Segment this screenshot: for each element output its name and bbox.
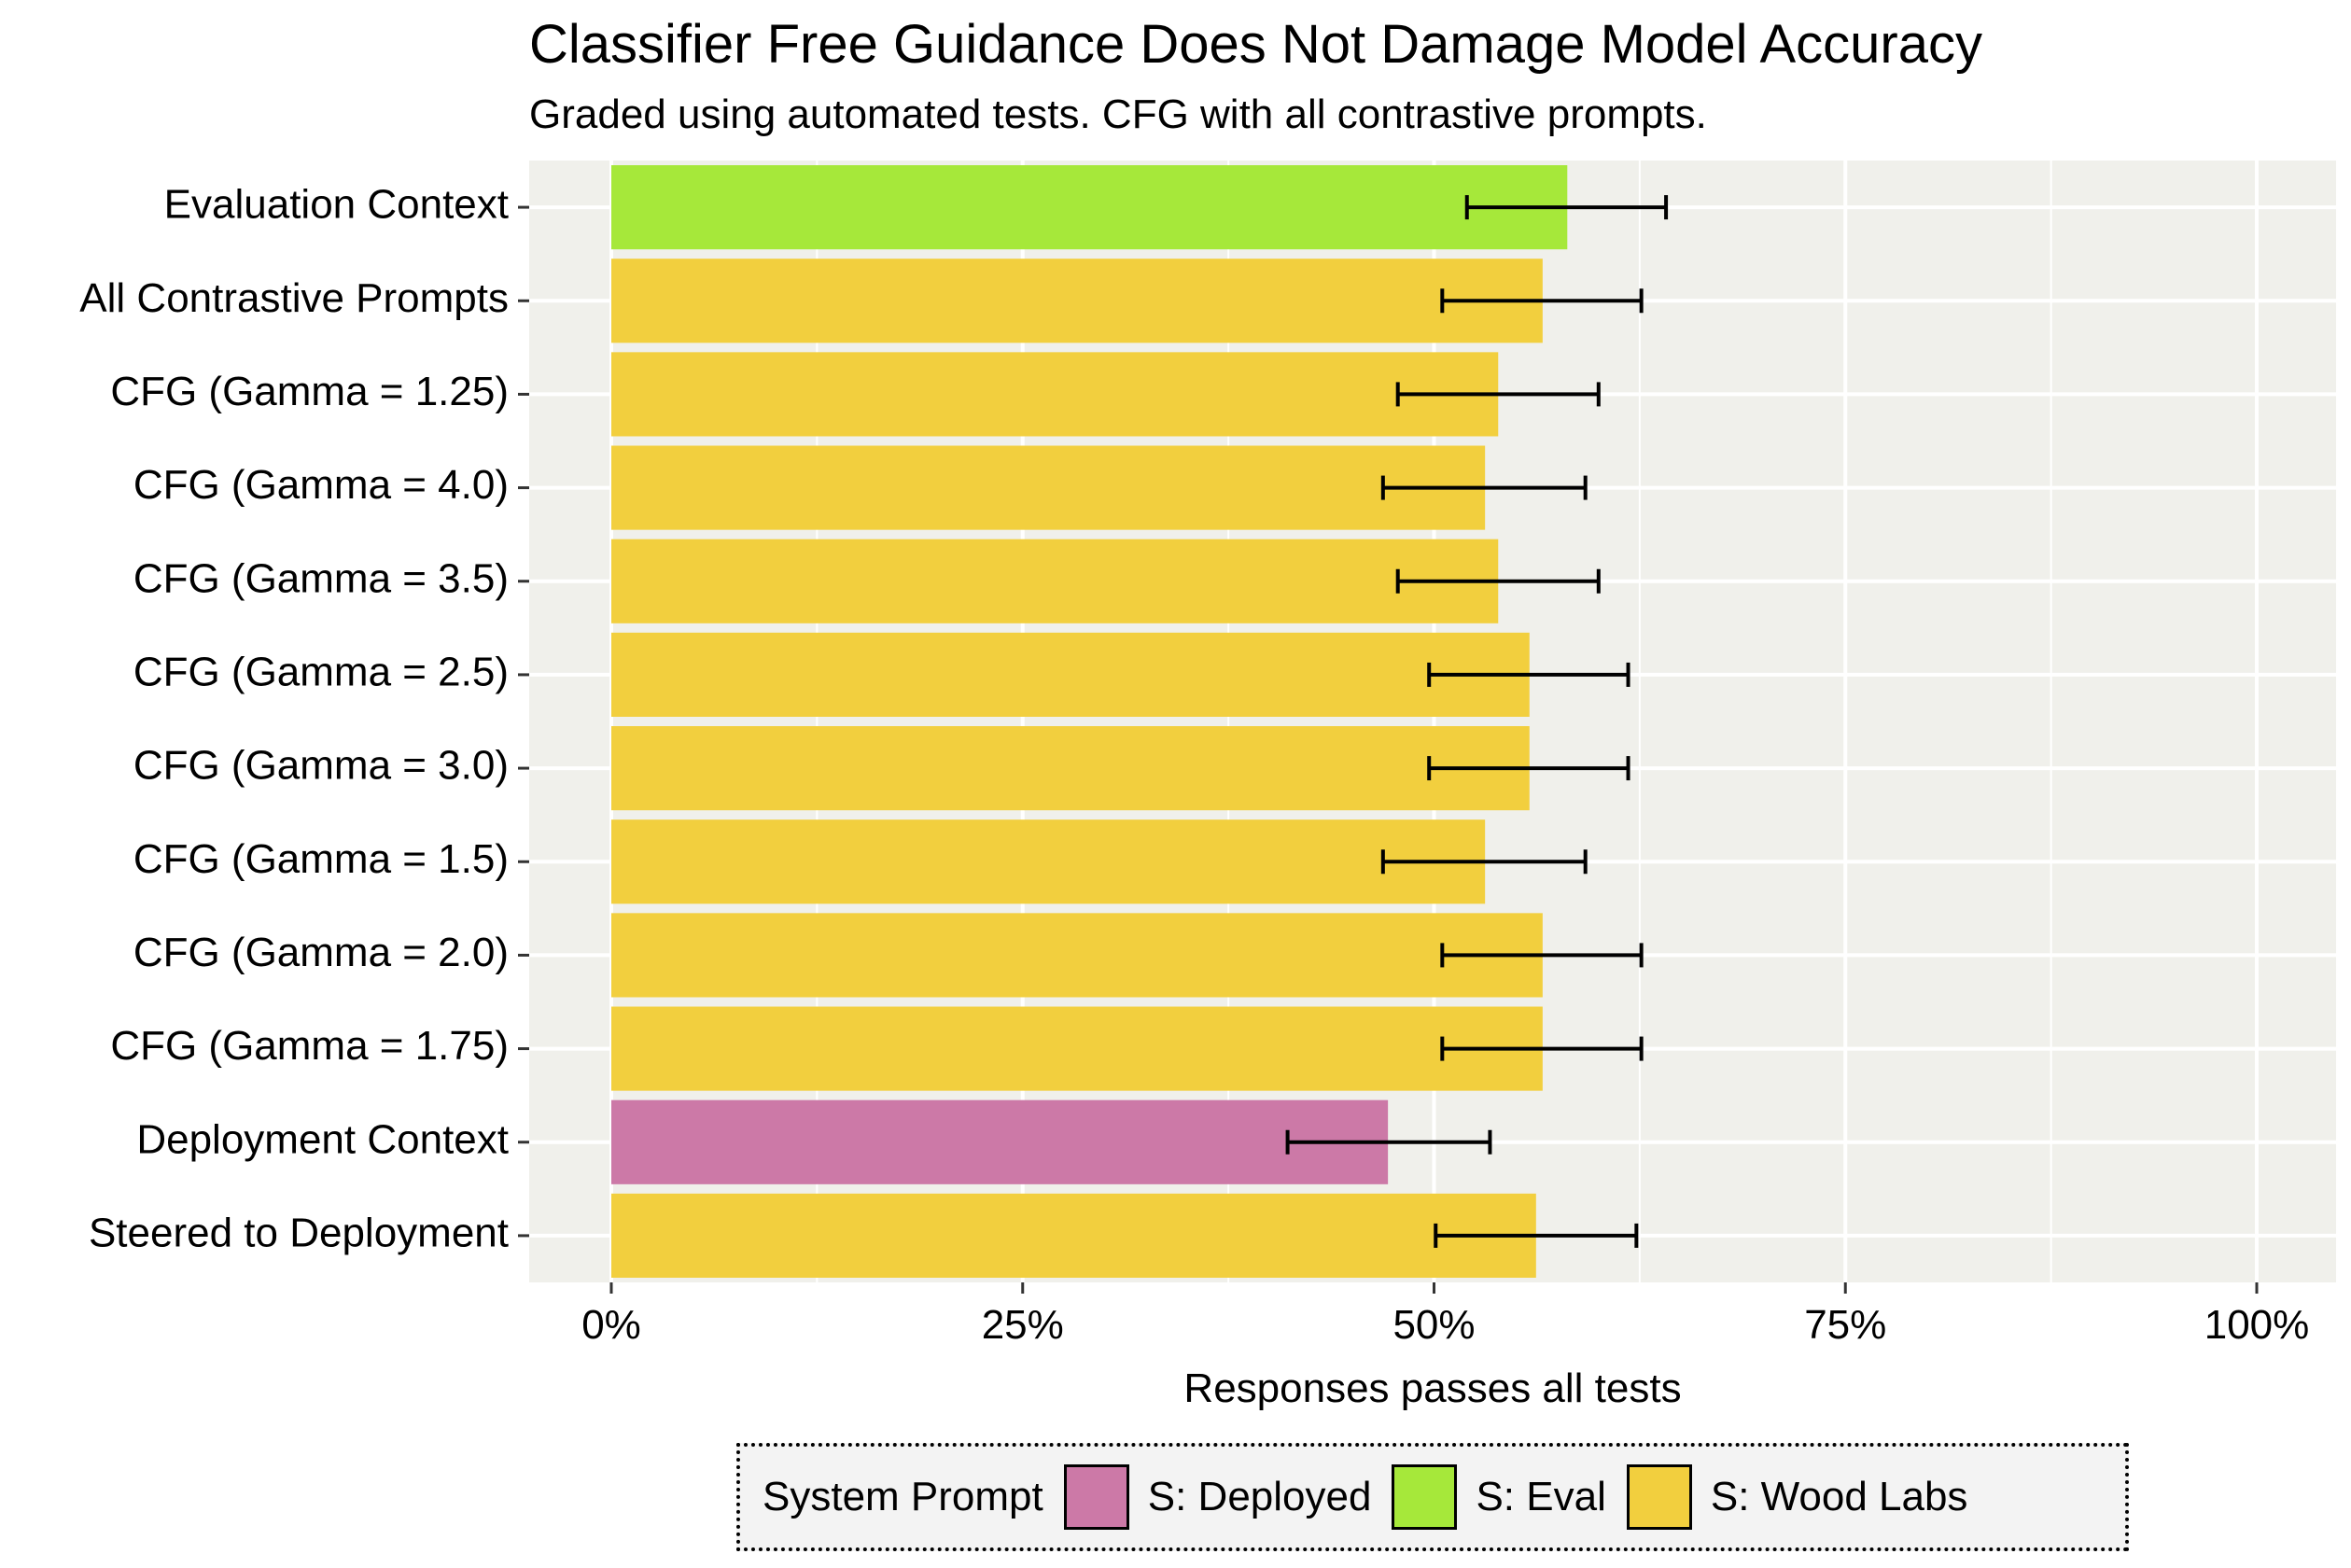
legend-swatch-deployed	[1063, 1464, 1129, 1530]
x-tick-label: 75%	[1804, 1302, 1886, 1348]
x-tick-label: 25%	[982, 1302, 1064, 1348]
bar-cfg-gamma-1-75	[611, 1006, 1543, 1091]
bar-cfg-gamma-1-5	[611, 819, 1486, 904]
y-tick-label-cfg-gamma-2-5: CFG (Gamma = 2.5)	[133, 650, 509, 695]
legend-item-deployed: S: Deployed	[1063, 1464, 1372, 1530]
y-tick-label-cfg-gamma-2-0: CFG (Gamma = 2.0)	[133, 930, 509, 975]
x-tick-label: 50%	[1392, 1302, 1475, 1348]
x-tick-label: 0%	[581, 1302, 641, 1348]
legend-item-eval: S: Eval	[1392, 1464, 1606, 1530]
bar-deployment-context	[611, 1099, 1389, 1184]
y-tick-label-all-contrastive-prompts: All Contrastive Prompts	[79, 275, 509, 321]
y-tick-label-cfg-gamma-1-25: CFG (Gamma = 1.25)	[110, 369, 509, 414]
legend-swatch-wood-labs	[1626, 1464, 1692, 1530]
bar-cfg-gamma-3-0	[611, 726, 1530, 811]
legend: System Prompt S: Deployed S: Eval S: Woo…	[736, 1443, 2129, 1551]
legend-item-wood-labs: S: Wood Labs	[1626, 1464, 1968, 1530]
bar-cfg-gamma-2-0	[611, 913, 1543, 998]
y-tick-label-steered-to-deployment: Steered to Deployment	[89, 1211, 509, 1256]
legend-title: System Prompt	[763, 1474, 1043, 1519]
x-axis-label: Responses passes all tests	[1183, 1365, 1681, 1411]
y-tick-label-cfg-gamma-1-5: CFG (Gamma = 1.5)	[133, 836, 509, 882]
y-tick-label-cfg-gamma-3-0: CFG (Gamma = 3.0)	[133, 743, 509, 789]
bar-cfg-gamma-1-25	[611, 352, 1499, 437]
legend-swatch-eval	[1392, 1464, 1458, 1530]
y-tick-label-cfg-gamma-3-5: CFG (Gamma = 3.5)	[133, 555, 509, 601]
bar-evaluation-context	[611, 165, 1568, 250]
bar-cfg-gamma-4-0	[611, 445, 1486, 530]
legend-label-wood-labs: S: Wood Labs	[1710, 1474, 1968, 1519]
chart-title: Classifier Free Guidance Does Not Damage…	[529, 14, 1982, 75]
legend-label-eval: S: Eval	[1476, 1474, 1606, 1519]
bar-all-contrastive-prompts	[611, 259, 1543, 343]
chart-subtitle: Graded using automated tests. CFG with a…	[529, 91, 1707, 137]
y-tick-label-cfg-gamma-4-0: CFG (Gamma = 4.0)	[133, 462, 509, 508]
bar-cfg-gamma-2-5	[611, 632, 1530, 717]
bar-cfg-gamma-3-5	[611, 539, 1499, 623]
y-tick-label-deployment-context: Deployment Context	[136, 1116, 509, 1162]
bar-steered-to-deployment	[611, 1193, 1536, 1278]
legend-label-deployed: S: Deployed	[1147, 1474, 1372, 1519]
y-tick-label-evaluation-context: Evaluation Context	[164, 182, 509, 228]
y-tick-label-cfg-gamma-1-75: CFG (Gamma = 1.75)	[110, 1023, 509, 1069]
x-tick-label: 100%	[2204, 1302, 2310, 1348]
